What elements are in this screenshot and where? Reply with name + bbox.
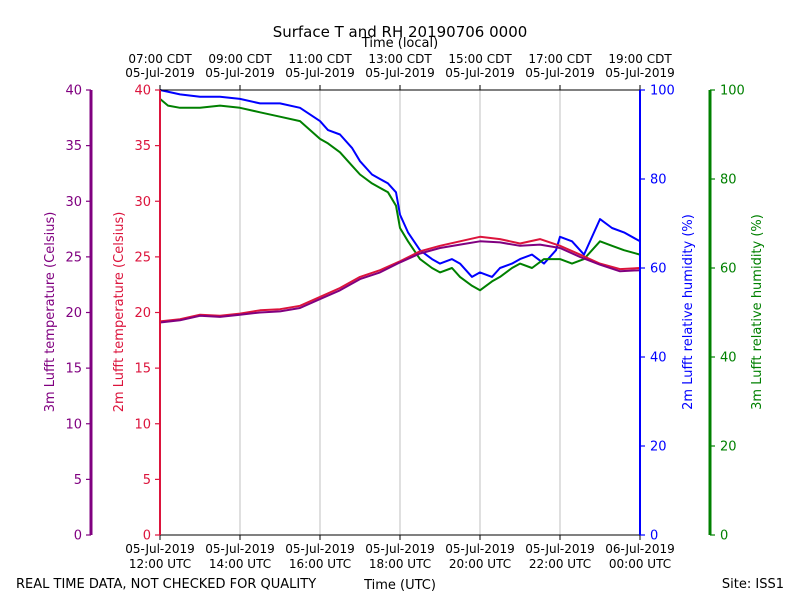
top-tick-time: 19:00 CDT: [608, 52, 672, 66]
t2-tick-label: 40: [134, 84, 151, 99]
rh2-tick-label: 20: [650, 440, 667, 455]
t3-tick-label: 5: [74, 473, 82, 488]
t3-tick-label: 30: [65, 195, 82, 210]
top-tick-date: 05-Jul-2019: [365, 66, 435, 80]
series-line-rh3: [159, 98, 641, 292]
t2-tick-label: 25: [134, 250, 151, 265]
top-axis-label: Time (local): [361, 36, 438, 51]
series-line-rh2: [159, 89, 641, 278]
top-tick-time: 09:00 CDT: [208, 52, 272, 66]
bottom-tick-date: 05-Jul-2019: [205, 542, 275, 556]
t3-tick-label: 15: [65, 362, 82, 377]
t2-tick-label: 20: [134, 306, 151, 321]
t2-tick-label: 35: [134, 139, 151, 154]
rh3-tick-label: 0: [720, 529, 728, 544]
bottom-tick-time: 14:00 UTC: [209, 557, 271, 571]
site-label: Site: ISS1: [722, 577, 784, 592]
x-axis-label: Time (UTC): [363, 578, 436, 593]
top-tick-time: 13:00 CDT: [368, 52, 432, 66]
top-tick-date: 05-Jul-2019: [445, 66, 515, 80]
bottom-tick-time: 16:00 UTC: [289, 557, 351, 571]
bottom-tick-date: 05-Jul-2019: [125, 542, 195, 556]
quality-notice: REAL TIME DATA, NOT CHECKED FOR QUALITY: [16, 577, 316, 592]
top-tick-time: 15:00 CDT: [448, 52, 512, 66]
t3-axis-title: 3m Lufft temperature (Celsius): [43, 212, 58, 413]
chart-title: Surface T and RH 20190706 0000: [273, 23, 528, 41]
top-tick-time: 11:00 CDT: [288, 52, 352, 66]
t3-tick-label: 35: [65, 139, 82, 154]
rh2-tick-label: 80: [650, 173, 667, 188]
bottom-tick-time: 18:00 UTC: [369, 557, 431, 571]
top-tick-date: 05-Jul-2019: [605, 66, 675, 80]
rh3-axis-title: 3m Lufft relative humidity (%): [750, 214, 765, 410]
t2-axis-title: 2m Lufft temperature (Celsius): [112, 212, 127, 413]
top-tick-date: 05-Jul-2019: [125, 66, 195, 80]
t2-tick-label: 5: [143, 473, 151, 488]
bottom-tick-date: 05-Jul-2019: [365, 542, 435, 556]
rh2-tick-label: 100: [650, 84, 675, 99]
bottom-tick-time: 12:00 UTC: [129, 557, 191, 571]
top-tick-time: 07:00 CDT: [128, 52, 192, 66]
t2-tick-label: 15: [134, 362, 151, 377]
rh2-axis-title: 2m Lufft relative humidity (%): [681, 214, 696, 410]
t3-tick-label: 0: [74, 529, 82, 544]
bottom-tick-time: 20:00 UTC: [449, 557, 511, 571]
grid-lines: [239, 90, 561, 535]
t3-tick-label: 10: [65, 417, 82, 432]
top-tick-time: 17:00 CDT: [528, 52, 592, 66]
plot-series: [159, 89, 641, 324]
series-line-t2: [159, 235, 641, 323]
bottom-tick-date: 05-Jul-2019: [285, 542, 355, 556]
series-line-t3: [159, 240, 641, 324]
t2-tick-label: 30: [134, 195, 151, 210]
rh2-tick-label: 0: [650, 529, 658, 544]
rh2-tick-label: 60: [650, 262, 667, 277]
top-tick-date: 05-Jul-2019: [205, 66, 275, 80]
bottom-tick-date: 06-Jul-2019: [605, 542, 675, 556]
top-tick-date: 05-Jul-2019: [525, 66, 595, 80]
rh3-tick-label: 80: [720, 173, 737, 188]
rh3-tick-label: 40: [720, 351, 737, 366]
t3-tick-label: 20: [65, 306, 82, 321]
t2-tick-label: 10: [134, 417, 151, 432]
t3-tick-label: 25: [65, 250, 82, 265]
bottom-tick-date: 05-Jul-2019: [525, 542, 595, 556]
rh3-tick-label: 60: [720, 262, 737, 277]
t2-tick-label: 0: [143, 529, 151, 544]
bottom-tick-time: 00:00 UTC: [609, 557, 671, 571]
rh2-tick-label: 40: [650, 351, 667, 366]
bottom-tick-date: 05-Jul-2019: [445, 542, 515, 556]
t3-tick-label: 40: [65, 84, 82, 99]
bottom-tick-time: 22:00 UTC: [529, 557, 591, 571]
top-tick-date: 05-Jul-2019: [285, 66, 355, 80]
rh3-tick-label: 100: [720, 84, 745, 99]
rh3-tick-label: 20: [720, 440, 737, 455]
